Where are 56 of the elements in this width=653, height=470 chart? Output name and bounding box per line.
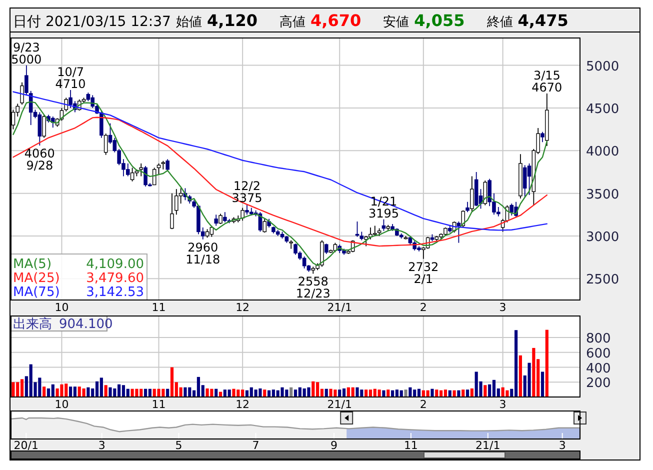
- x-tick: 3: [499, 301, 506, 314]
- annotation: 12/23: [296, 286, 330, 301]
- x-tick: 12: [236, 398, 250, 411]
- x-tick: 3: [499, 398, 506, 411]
- annotation: 9/28: [26, 158, 54, 173]
- x-tick: 5: [175, 439, 182, 452]
- header: 日付 2021/03/15 12:37 始値 4,120 高値 4,670 安値 4,055 終値 4,475: [13, 11, 568, 30]
- y-tick: 200: [586, 376, 611, 392]
- title: 904.100: [59, 317, 113, 332]
- y-tick: 2500: [586, 272, 620, 288]
- title: 出来高: [13, 317, 52, 332]
- x-tick: 2: [420, 301, 427, 314]
- x-tick: 11: [152, 398, 166, 411]
- y-tick: 5000: [586, 59, 620, 74]
- annotation: 2960: [188, 240, 218, 254]
- annotation: 2558: [298, 274, 328, 289]
- y-tick: 800: [586, 332, 611, 347]
- y-tick: 400: [586, 361, 611, 376]
- x-tick: 11: [404, 439, 418, 452]
- annotation: 9/23: [12, 40, 40, 54]
- annotation: 4060: [24, 146, 55, 161]
- annotation: 10/7: [57, 65, 84, 80]
- legend-name: MA(25): [13, 271, 60, 286]
- x-tick: 7: [252, 439, 260, 452]
- legend-value: 3,142.53: [86, 285, 144, 300]
- annotation: 4710: [55, 77, 86, 92]
- x-tick: 21/1: [327, 301, 352, 314]
- x-tick: 12: [236, 301, 250, 314]
- x-tick: 2: [420, 398, 427, 411]
- legend-value: 4,109.00: [86, 257, 144, 272]
- y-tick: 3500: [586, 187, 620, 202]
- legend-name: MA(5): [13, 257, 52, 272]
- y-tick: 4500: [586, 102, 620, 117]
- x-tick: 20/1: [14, 439, 38, 452]
- y-tick: 600: [586, 346, 611, 362]
- annotation: 3375: [232, 191, 262, 205]
- annotation: 3195: [368, 206, 399, 220]
- annotation: 11/18: [186, 252, 220, 266]
- annotation: 12/2: [234, 179, 260, 193]
- legend-value: 3,479.60: [86, 271, 144, 286]
- y-tick: 4000: [586, 144, 620, 160]
- x-tick: 9: [330, 439, 338, 452]
- x-tick: 11: [152, 301, 166, 314]
- annotation: 2732: [408, 260, 439, 274]
- legend-name: MA(75): [13, 285, 60, 300]
- x-tick: 21/1: [327, 398, 352, 411]
- x-tick: 3: [558, 439, 566, 452]
- x-tick: 21/1: [476, 439, 500, 452]
- annotation: 2/1: [414, 272, 434, 286]
- annotation: 3/15: [533, 68, 560, 82]
- x-tick: 10: [54, 398, 69, 411]
- annotation: 4670: [532, 80, 562, 94]
- annotation: 5000: [11, 52, 42, 66]
- x-tick: 10: [54, 301, 69, 314]
- y-tick: 3000: [586, 230, 620, 245]
- x-tick: 3: [98, 439, 106, 452]
